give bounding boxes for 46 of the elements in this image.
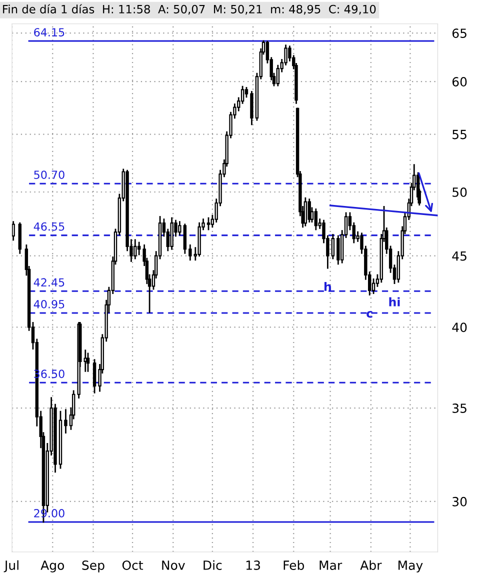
candlestick bbox=[183, 224, 187, 254]
ref-line-label: 50.70 bbox=[34, 170, 64, 180]
x-tick-label: Oct bbox=[122, 560, 144, 570]
y-tick-label: 35 bbox=[452, 404, 466, 413]
x-tick-label: Sep bbox=[82, 560, 104, 572]
x-tick-label: Mar bbox=[320, 560, 342, 570]
ref-line-label: 64.15 bbox=[34, 28, 64, 36]
candlestick bbox=[206, 217, 210, 230]
candlestick bbox=[244, 86, 248, 98]
y-tick-label: 45 bbox=[452, 251, 466, 261]
candlestick bbox=[137, 242, 141, 256]
candlestick bbox=[64, 409, 68, 434]
x-tick-label: Nov bbox=[162, 560, 185, 570]
x-tick-label: 13 bbox=[246, 560, 260, 570]
candlestick bbox=[336, 235, 340, 265]
x-tick-label: Abr bbox=[360, 560, 382, 570]
ref-line-label: 40.95 bbox=[34, 300, 64, 308]
candlestick bbox=[314, 208, 318, 230]
candlestick bbox=[170, 217, 174, 250]
annotation: hi bbox=[389, 297, 400, 306]
candlestick bbox=[304, 197, 308, 226]
candlestick bbox=[134, 239, 137, 260]
y-tick-label: 50 bbox=[452, 187, 467, 197]
candlestick bbox=[331, 234, 335, 260]
candlestick bbox=[308, 198, 311, 222]
x-tick-label: Dic bbox=[204, 560, 222, 570]
x-tick-label: Feb bbox=[284, 560, 304, 570]
x-tick-label: Ago bbox=[40, 560, 64, 572]
x-tick-label: May bbox=[398, 560, 423, 572]
annotation: h bbox=[324, 282, 331, 291]
candlestick bbox=[188, 244, 192, 261]
candlestick bbox=[92, 359, 96, 394]
ref-line-label: 46.55 bbox=[34, 222, 64, 231]
annotation: c bbox=[366, 310, 372, 318]
candlestick bbox=[86, 352, 90, 372]
x-tick-label: Jul bbox=[4, 560, 18, 572]
candlestick bbox=[84, 350, 87, 372]
chart-title: Fin de día 1 días H: 11:58 A: 50,07 M: 50,21 m: 48,95 C: 49,10 bbox=[3, 4, 376, 15]
y-tick-label: 40 bbox=[452, 322, 467, 332]
candlestick bbox=[372, 278, 376, 294]
y-tick-label: 65 bbox=[452, 28, 466, 38]
candlestick bbox=[178, 221, 182, 236]
y-tick-label: 55 bbox=[452, 130, 466, 140]
ref-line-label: 42.45 bbox=[34, 278, 64, 287]
y-tick-label: 60 bbox=[452, 77, 467, 86]
y-tick-label: 30 bbox=[452, 496, 467, 506]
